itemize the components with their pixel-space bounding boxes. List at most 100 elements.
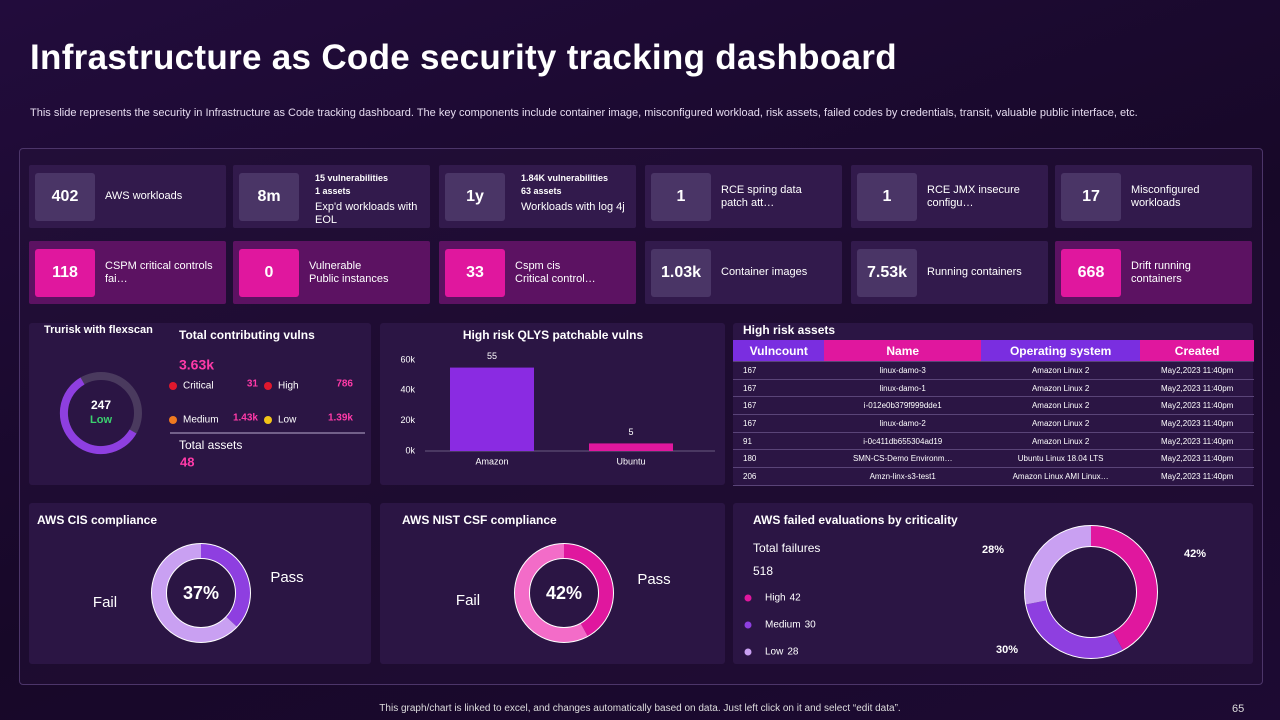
gauge-score: 247 — [91, 398, 111, 412]
kpi-label: Exp'd workloads with EOL — [315, 201, 418, 226]
legend-value: 42 — [790, 593, 802, 604]
kpi-detail: 15 vulnerabilities — [315, 173, 389, 183]
kpi-value: 1 — [857, 173, 917, 221]
donut-slice — [1024, 525, 1092, 605]
kpi-label: Drift running containers — [1131, 260, 1191, 285]
table-cell: Amzn-linx-s3-test1 — [824, 467, 981, 486]
donut-edge — [1045, 546, 1137, 638]
table-cell: May2,2023 11:40pm — [1140, 361, 1254, 380]
panel-title: AWS NIST CSF compliance — [402, 513, 557, 527]
kpi-value: 1.03k — [651, 249, 711, 297]
kpi-value: 8m — [239, 173, 299, 221]
level-dot — [264, 382, 272, 390]
donut-center: 42% — [546, 583, 582, 603]
table-cell: 91 — [733, 432, 825, 451]
table-cell: 167 — [733, 396, 825, 416]
table-row: 167 linux-damo-3 Amazon Linux 2 May2,2023 1… — [733, 361, 1254, 380]
kpi-tile: 1y 1.84K vulnerabilities 63 assets Workload… — [439, 165, 636, 228]
donut-slice — [1090, 525, 1158, 651]
bar — [589, 443, 673, 451]
table-cell: Amazon Linux 2 — [980, 432, 1141, 451]
kpi-value: 17 — [1061, 173, 1121, 221]
kpi-value: 118 — [35, 249, 95, 297]
level-value: 1.43k — [233, 413, 258, 424]
table-cell: 167 — [733, 414, 825, 433]
panel-title: Trurisk with flexscan — [44, 324, 153, 336]
kpi-value: 402 — [35, 173, 95, 221]
kpi-value: 0 — [239, 249, 299, 297]
table-cell: linux-damo-2 — [824, 414, 981, 433]
level-value: 786 — [336, 379, 353, 390]
table-cell: 167 — [733, 379, 825, 398]
donut-slice — [563, 543, 614, 637]
vulns-total: 3.63k — [179, 357, 214, 373]
table-cell: linux-damo-3 — [824, 361, 981, 380]
bar-value: 5 — [628, 427, 633, 437]
table-cell: 180 — [733, 449, 825, 469]
column-header: Operating system — [980, 340, 1141, 362]
table-cell: i-012e0b379f999dde1 — [824, 396, 981, 416]
table-row: 167 i-012e0b379f999dde1 Amazon Linux 2 May2… — [733, 396, 1254, 416]
legend-value: 30 — [805, 620, 817, 631]
kpi-tile: 8m 15 vulnerabilities 1 assets Exp'd worklo… — [233, 165, 430, 228]
level-name: Low — [278, 415, 297, 426]
x-tick-label: Ubuntu — [616, 456, 645, 466]
donut-center: 37% — [183, 583, 219, 603]
panel-title: Total contributing vulns — [179, 328, 315, 342]
table-row: 167 linux-damo-1 Amazon Linux 2 May2,2023 1… — [733, 379, 1254, 398]
table-cell: May2,2023 11:40pm — [1140, 467, 1254, 486]
table-cell: May2,2023 11:40pm — [1140, 396, 1254, 416]
kpi-label: Cspm cis Critical control… — [515, 260, 596, 285]
y-tick-label: 20k — [400, 415, 415, 425]
kpi-label: Vulnerable Public instances — [309, 260, 389, 285]
kpi-label: CSPM critical controls fai… — [105, 260, 213, 285]
column-header: Created — [1140, 340, 1254, 362]
kpi-label: AWS workloads — [105, 190, 183, 202]
assets-table: Vulncount Name Operating system Created 167 l… — [733, 340, 1254, 486]
table-cell: May2,2023 11:40pm — [1140, 449, 1254, 469]
table-cell: Ubuntu Linux 18.04 LTS — [980, 449, 1141, 469]
assets-label: Total assets — [179, 438, 242, 452]
panel-title: High risk assets — [743, 323, 835, 337]
failed-panel — [733, 503, 1253, 664]
footer-note: This graph/chart is linked to excel, and… — [379, 703, 901, 714]
kpi-value: 1y — [445, 173, 505, 221]
y-tick-label: 0k — [405, 445, 415, 455]
kpi-label: Misconfigured workloads — [1131, 184, 1200, 209]
table-row: 206 Amzn-linx-s3-test1 Amazon Linux AMI Li… — [733, 467, 1254, 486]
legend-dot — [744, 648, 752, 656]
page-number: 65 — [1232, 703, 1245, 715]
table-cell: Amazon Linux AMI Linux… — [980, 467, 1141, 486]
legend-dot — [744, 594, 752, 602]
kpi-detail: 1.84K vulnerabilities — [521, 173, 609, 183]
donut-edge — [166, 558, 236, 628]
level-name: Medium — [183, 415, 219, 426]
level-name: High — [278, 381, 299, 392]
table-cell: Amazon Linux 2 — [980, 414, 1141, 433]
table-cell: SMN-CS-Demo Environm… — [824, 449, 981, 469]
panel-title: AWS failed evaluations by criticality — [753, 513, 958, 527]
level-dot — [169, 416, 177, 424]
total-value: 518 — [753, 564, 773, 578]
slice-label: 30% — [996, 644, 1018, 656]
legend-dot — [744, 621, 752, 629]
table-cell: May2,2023 11:40pm — [1140, 432, 1254, 451]
donut-edge — [529, 558, 599, 628]
y-tick-label: 40k — [400, 385, 415, 395]
y-tick-label: 60k — [400, 354, 415, 364]
kpi-tile: 0 Vulnerable Public instances — [233, 241, 430, 304]
gauge-arc — [59, 377, 137, 455]
kpi-tile: 1 RCE spring data patch att… — [645, 165, 842, 228]
kpi-value: 33 — [445, 249, 505, 297]
table-cell: i-0c411db655304ad19 — [824, 432, 981, 451]
kpi-label: RCE JMX insecure configu… — [927, 184, 1020, 209]
donut-slice — [151, 543, 238, 643]
panel-title: High risk QLYS patchable vulns — [463, 328, 644, 342]
donut-slice — [200, 543, 251, 627]
donut-slice — [514, 543, 588, 643]
slice-label: 28% — [982, 544, 1004, 556]
kpi-label: RCE spring data patch att… — [721, 184, 802, 209]
table-row: 91 i-0c411db655304ad19 Amazon Linux 2 May2,… — [733, 432, 1254, 451]
